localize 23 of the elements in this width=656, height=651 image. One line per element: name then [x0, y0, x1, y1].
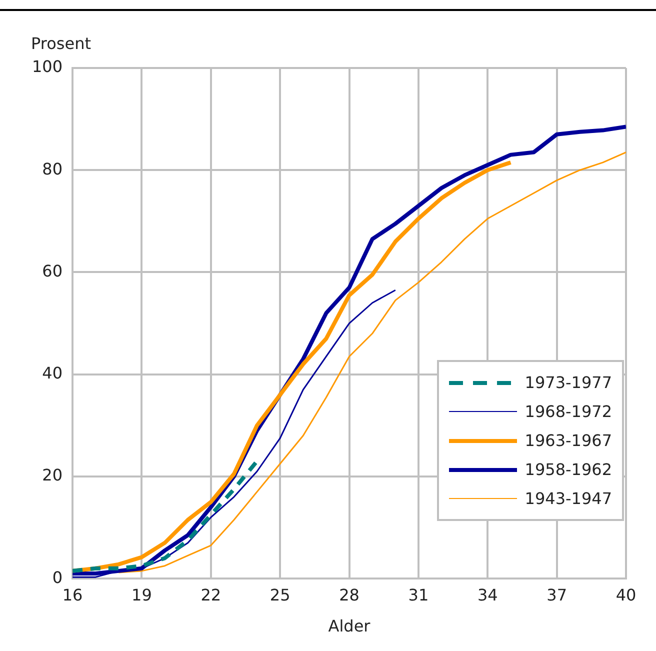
y-tick-label: 80	[42, 159, 63, 178]
y-axis-title: Prosent	[31, 34, 91, 53]
legend-label: 1943-1947	[524, 489, 612, 508]
x-tick-label: 16	[62, 585, 83, 604]
x-axis-title: Alder	[328, 616, 371, 636]
y-tick-label: 0	[52, 568, 63, 587]
x-tick-label: 28	[339, 585, 360, 604]
x-tick-label: 37	[546, 585, 567, 604]
y-tick-label: 20	[42, 466, 63, 485]
x-tick-label: 40	[616, 585, 636, 604]
legend-label: 1958-1962	[524, 460, 612, 479]
x-tick-label: 19	[132, 585, 152, 604]
legend-label: 1963-1967	[524, 431, 612, 450]
x-tick-label: 25	[270, 585, 290, 604]
x-tick-label: 22	[200, 585, 222, 604]
x-tick-label: 31	[408, 585, 429, 604]
y-tick-label: 40	[42, 364, 63, 383]
line-series	[72, 459, 260, 573]
legend-label: 1968-1972	[524, 402, 612, 421]
x-tick-label: 34	[477, 585, 498, 604]
y-tick-label: 100	[32, 57, 63, 76]
y-tick-label: 60	[42, 261, 63, 280]
legend-label: 1973-1977	[524, 373, 612, 392]
